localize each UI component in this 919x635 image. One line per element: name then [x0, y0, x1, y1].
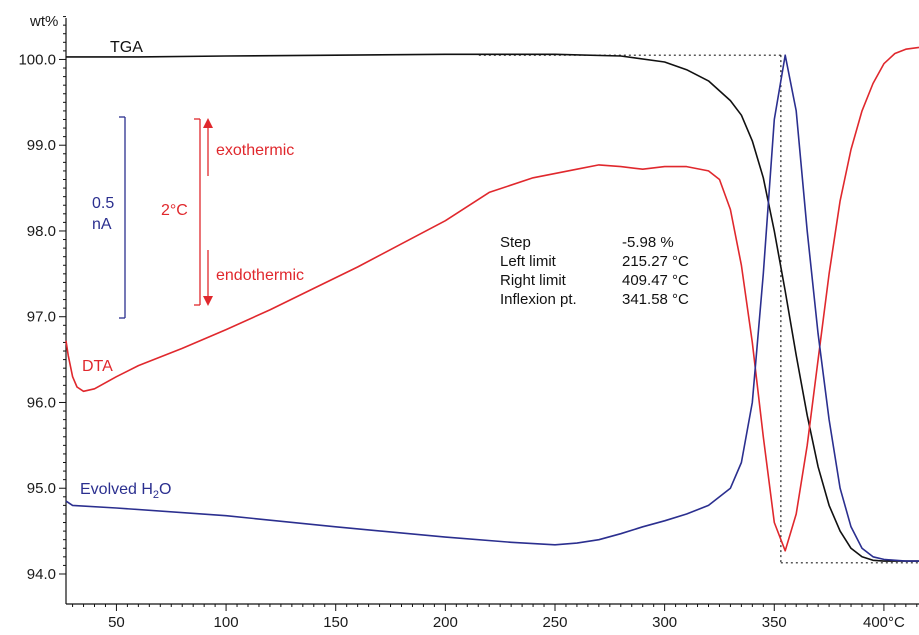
- y-unit-label: wt%: [29, 13, 58, 30]
- h2o-label: Evolved H2O: [80, 481, 172, 501]
- right-limit-value: 409.47 °C: [622, 272, 689, 289]
- x-tick-label: 300: [652, 614, 677, 631]
- x-tick-label: 200: [433, 614, 458, 631]
- h2o-label-main: Evolved H: [80, 481, 153, 498]
- h2o-label-sub: 2: [153, 489, 159, 501]
- endothermic-arrow-head: [203, 296, 213, 306]
- right-limit-label: Right limit: [500, 272, 567, 289]
- y-tick-label: 98.0: [27, 223, 56, 240]
- blue-scale-unit: nA: [92, 216, 112, 233]
- y-tick-label: 94.0: [27, 566, 56, 583]
- x-tick-label: 350: [762, 614, 787, 631]
- series-line-tga: [66, 53, 919, 562]
- x-tick-label: 250: [542, 614, 567, 631]
- series-line-h2o: [65, 54, 919, 562]
- step-guides: [478, 54, 919, 564]
- y-tick-label: 97.0: [27, 309, 56, 326]
- step-label: Step: [500, 234, 531, 251]
- left-limit-label: Left limit: [500, 253, 557, 270]
- exothermic-arrow-head: [203, 118, 213, 128]
- axes: 100.0 99.0 98.0 97.0 96.0 95.0 94.0 50 100 150 200…: [18, 16, 919, 631]
- y-tick-label: 100.0: [18, 51, 56, 68]
- step-info-box: Step -5.98 % Left limit 215.27 °C Right …: [500, 234, 689, 308]
- exothermic-label: exothermic: [216, 142, 294, 159]
- blue-scale-value: 0.5: [92, 195, 114, 212]
- inflexion-label: Inflexion pt.: [500, 291, 577, 308]
- left-limit-value: 215.27 °C: [622, 253, 689, 270]
- endothermic-label: endothermic: [216, 267, 304, 284]
- step-value: -5.98 %: [622, 234, 674, 251]
- inflexion-value: 341.58 °C: [622, 291, 689, 308]
- y-tick-label: 99.0: [27, 137, 56, 154]
- x-tick-label: 50: [108, 614, 125, 631]
- series-layer: [65, 46, 919, 562]
- y-tick-label: 96.0: [27, 394, 56, 411]
- tga-label: TGA: [110, 39, 143, 56]
- x-tick-label: 100: [214, 614, 239, 631]
- x-tick-label: 400°C: [863, 614, 905, 631]
- x-tick-label: 150: [323, 614, 348, 631]
- series-line-dta: [65, 46, 919, 552]
- h2o-label-end: O: [159, 481, 171, 498]
- y-tick-label: 95.0: [27, 480, 56, 497]
- red-scale-value: 2°C: [161, 202, 188, 219]
- dta-label: DTA: [82, 358, 113, 375]
